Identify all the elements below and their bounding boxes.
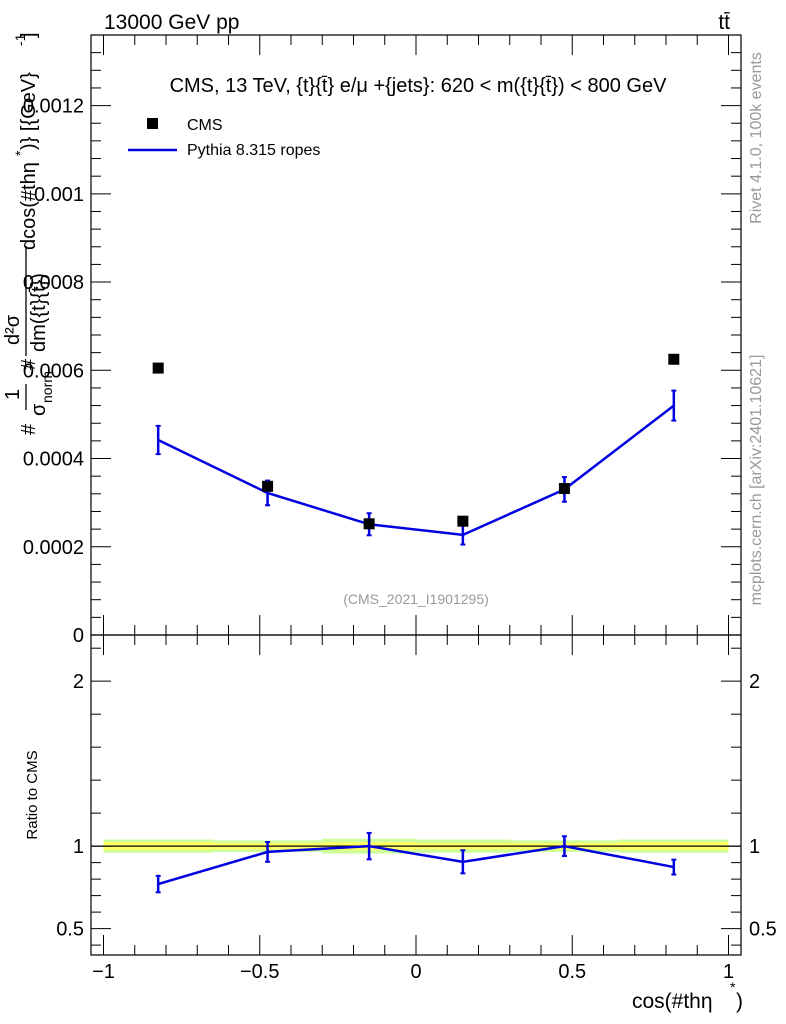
x-axis-label: cos(#thη * ) xyxy=(632,979,743,1013)
legend-cms-label: CMS xyxy=(187,117,223,134)
ylabel-units-superscript: -1 xyxy=(12,33,28,46)
process-label: tt̄ xyxy=(718,11,730,34)
cms-data-point xyxy=(668,353,680,365)
xlabel-superscript: * xyxy=(730,979,736,995)
legend: CMS Pythia 8.315 ropes xyxy=(128,117,320,159)
ylabel-norm: norm xyxy=(39,371,55,403)
cms-data-point xyxy=(262,480,274,492)
x-tick-label: 0.5 xyxy=(558,961,586,983)
ratio-y-axis-label: Ratio to CMS xyxy=(24,750,41,839)
main-panel: 0 0.0002 0.0004 0.0006 0.0008 0.001 0.0012 (CM… xyxy=(2,32,742,647)
ylabel-numerator: d²σ xyxy=(2,314,24,345)
cms-data-point xyxy=(558,483,570,495)
main-y-tick-label: 0.0002 xyxy=(23,537,84,559)
xlabel-main: cos(#thη xyxy=(632,990,713,1013)
cms-data-point xyxy=(152,362,164,374)
ratio-y-tick-label-right: 0.5 xyxy=(749,919,777,941)
main-y-tick-label: 0 xyxy=(73,625,84,647)
rivet-version-label: Rivet 4.1.0, 100k events xyxy=(748,52,765,224)
main-x-ticks xyxy=(103,35,729,635)
ratio-y-tick-label: 1 xyxy=(73,836,84,858)
ratio-tick-labels: 0.5 0.5 1 1 2 2 −1 −0.5 0 0.5 1 xyxy=(56,671,777,983)
ylabel-one: 1 xyxy=(2,389,24,400)
x-tick-label: 1 xyxy=(723,961,734,983)
xlabel-end: ) xyxy=(736,990,743,1013)
main-title: CMS, 13 TeV, {t}{t̄} e/μ +{jets}: 620 < … xyxy=(170,75,668,97)
x-tick-label: −0.5 xyxy=(240,961,279,983)
ylabel-rest-superscript: * xyxy=(12,150,28,156)
main-series xyxy=(152,353,680,546)
ylabel-hash: # xyxy=(18,423,40,435)
ylabel-sigma: σ xyxy=(28,403,50,416)
watermark-label: (CMS_2021_I1901295) xyxy=(343,591,489,607)
legend-cms-marker xyxy=(147,118,158,129)
ratio-line xyxy=(157,844,675,886)
main-y-tick-label: 0.0006 xyxy=(23,360,84,382)
ratio-series xyxy=(155,831,677,894)
ratio-y-tick-label: 2 xyxy=(73,671,84,693)
mc-line xyxy=(157,404,675,537)
mcplots-label: mcplots.cern.ch [arXiv:2401.10621] xyxy=(748,355,765,606)
ylabel-units-end: ] xyxy=(18,32,40,38)
cms-data-point xyxy=(457,515,469,527)
ratio-x-ticks xyxy=(103,635,729,955)
ratio-y-tick-label-right: 2 xyxy=(749,671,760,693)
ratio-y-ticks xyxy=(91,647,741,946)
main-y-axis-label: # 1 σ norm # d²σ dm({t}{t̄}) dcos(#thη *… xyxy=(2,32,55,435)
x-tick-label: 0 xyxy=(410,961,421,983)
main-y-tick-label: 0.001 xyxy=(34,184,84,206)
ratio-y-tick-label: 0.5 xyxy=(56,919,84,941)
energy-label: 13000 GeV pp xyxy=(104,11,239,34)
main-y-tick-label: 0.0004 xyxy=(23,449,84,471)
legend-mc-label: Pythia 8.315 ropes xyxy=(187,142,320,159)
ylabel-units: )} [{GeV} xyxy=(18,72,40,150)
main-y-tick-labels: 0 0.0002 0.0004 0.0006 0.0008 0.001 0.0012 xyxy=(23,96,84,647)
ylabel-rest: dcos(#thη xyxy=(18,162,40,250)
ratio-panel: 0.5 0.5 1 1 2 2 −1 −0.5 0 0.5 1 Ratio to CMS cos(#… xyxy=(24,634,777,1013)
main-y-tick-label: 0.0008 xyxy=(23,272,84,294)
ratio-y-tick-label-right: 1 xyxy=(749,836,760,858)
cms-data-point xyxy=(363,518,375,530)
ylabel-denominator: dm({t}{t̄}) xyxy=(28,273,50,352)
x-tick-label: −1 xyxy=(92,961,115,983)
ylabel-hash-2: # xyxy=(18,358,40,370)
main-y-tick-label: 0.0012 xyxy=(23,96,84,118)
main-y-ticks xyxy=(91,34,741,636)
